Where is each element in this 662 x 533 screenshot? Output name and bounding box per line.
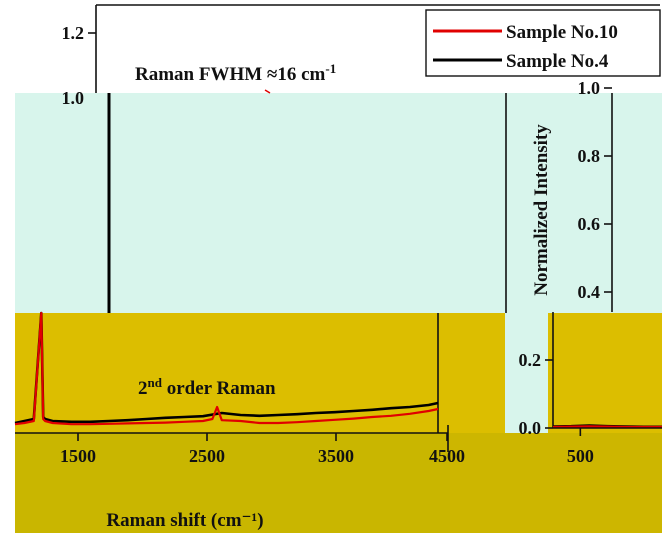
fwhm-sup: -1 bbox=[325, 61, 336, 76]
second-order-annotation: 2nd order Raman bbox=[138, 375, 276, 399]
main-x-ticks: 1500 2500 3500 4500 bbox=[60, 433, 465, 466]
main-x-tick-label: 4500 bbox=[429, 446, 465, 466]
legend-label: Sample No.10 bbox=[506, 22, 618, 43]
norm-x-ticks: 500 bbox=[567, 428, 594, 466]
main-series bbox=[14, 311, 439, 426]
top-inset-y-tick-label: 1.2 bbox=[62, 23, 85, 43]
main-x-tick-label: 3500 bbox=[318, 446, 354, 466]
norm-y-tick-label: 1.0 bbox=[578, 78, 601, 98]
gold-panel-right-bg bbox=[548, 313, 662, 433]
fwhm-label: Raman FWHM ≈16 cm-1 bbox=[135, 61, 336, 85]
main-x-axis-title: Raman shift (cm⁻¹) bbox=[106, 510, 263, 531]
norm-y-tick-label: 0.8 bbox=[578, 146, 601, 166]
norm-y-tick-label: 0.2 bbox=[519, 350, 542, 370]
norm-y-tick-label: 0.0 bbox=[519, 418, 542, 438]
second-order-label: 2nd order Raman bbox=[138, 375, 276, 399]
mint-panel-strip-bg bbox=[505, 300, 553, 433]
olive-band-overlay bbox=[450, 433, 662, 533]
fwhm-prefix: Raman FWHM ≈16 cm bbox=[135, 64, 326, 85]
legend-box bbox=[425, 9, 661, 77]
top-inset-panel: 1.01.2 Raman FWHM ≈16 cm-1 Sample No.10S… bbox=[62, 4, 661, 108]
norm-y-axis-title: Normalized Intensity bbox=[531, 124, 552, 296]
norm-series bbox=[552, 424, 662, 429]
top-inset-y-ticks: 1.0 1.2 bbox=[62, 23, 96, 108]
normalized-intensity-panel: 0.00.20.40.60.81.0 Normalized Intensity … bbox=[519, 78, 662, 466]
main-x-tick-label: 2500 bbox=[189, 446, 225, 466]
norm-x-tick-label: 500 bbox=[567, 446, 594, 466]
second-order-base: 2 bbox=[138, 378, 148, 399]
norm-y-ticks: 0.0 0.2 0.4 0.6 0.8 1.0 bbox=[519, 78, 612, 438]
norm-y-tick-label: 0.4 bbox=[578, 282, 601, 302]
legend: Sample No.10 Sample No.4 bbox=[425, 9, 661, 77]
fwhm-annotation: Raman FWHM ≈16 cm-1 bbox=[135, 61, 336, 94]
mint-panel-bg bbox=[15, 93, 662, 313]
second-order-rest: order Raman bbox=[162, 378, 276, 399]
top-inset-y-tick-label: 1.0 bbox=[62, 88, 85, 108]
main-plot-panel: 1500 2500 3500 4500 2nd order Raman Raman s… bbox=[14, 311, 465, 531]
norm-series-line-1 bbox=[552, 425, 662, 429]
norm-y-tick-label: 0.6 bbox=[578, 214, 601, 234]
peak-panel bbox=[107, 93, 507, 313]
gold-panel-left-bg bbox=[15, 313, 550, 433]
main-series-line-1 bbox=[14, 311, 439, 426]
legend-label: Sample No.4 bbox=[506, 51, 609, 72]
second-order-sup: nd bbox=[148, 375, 163, 390]
peak-top-mark bbox=[264, 89, 271, 94]
main-x-tick-label: 1500 bbox=[60, 446, 96, 466]
